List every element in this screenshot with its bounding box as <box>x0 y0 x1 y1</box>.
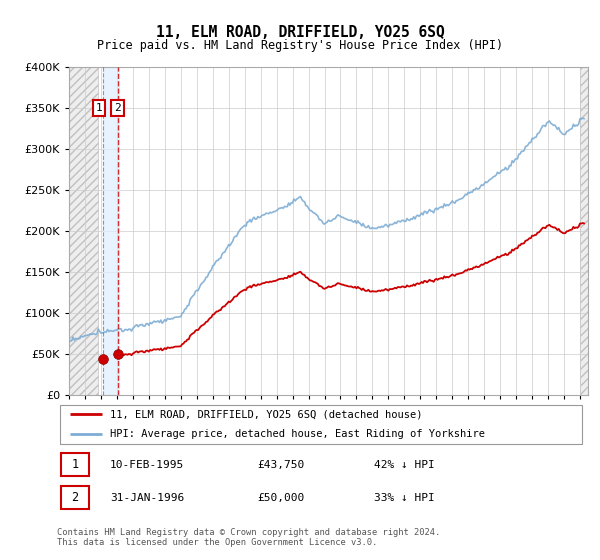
Text: 42% ↓ HPI: 42% ↓ HPI <box>374 460 434 469</box>
Bar <box>580 67 590 395</box>
Text: 33% ↓ HPI: 33% ↓ HPI <box>374 493 434 502</box>
Text: 10-FEB-1995: 10-FEB-1995 <box>110 460 184 469</box>
FancyBboxPatch shape <box>59 405 583 444</box>
Text: 31-JAN-1996: 31-JAN-1996 <box>110 493 184 502</box>
Text: HPI: Average price, detached house, East Riding of Yorkshire: HPI: Average price, detached house, East… <box>110 430 485 439</box>
Text: 1: 1 <box>95 103 102 113</box>
Text: 2: 2 <box>114 103 121 113</box>
Bar <box>103 67 119 395</box>
FancyBboxPatch shape <box>61 452 89 477</box>
Text: Price paid vs. HM Land Registry's House Price Index (HPI): Price paid vs. HM Land Registry's House … <box>97 39 503 53</box>
Text: 1: 1 <box>71 458 79 471</box>
FancyBboxPatch shape <box>61 486 89 510</box>
Text: £50,000: £50,000 <box>257 493 305 502</box>
Text: £43,750: £43,750 <box>257 460 305 469</box>
Bar <box>69 67 98 395</box>
Text: 2: 2 <box>71 491 79 504</box>
Bar <box>580 67 590 395</box>
Text: 11, ELM ROAD, DRIFFIELD, YO25 6SQ: 11, ELM ROAD, DRIFFIELD, YO25 6SQ <box>155 25 445 40</box>
Text: 11, ELM ROAD, DRIFFIELD, YO25 6SQ (detached house): 11, ELM ROAD, DRIFFIELD, YO25 6SQ (detac… <box>110 409 422 419</box>
Bar <box>69 67 98 395</box>
Text: Contains HM Land Registry data © Crown copyright and database right 2024.
This d: Contains HM Land Registry data © Crown c… <box>57 528 440 547</box>
